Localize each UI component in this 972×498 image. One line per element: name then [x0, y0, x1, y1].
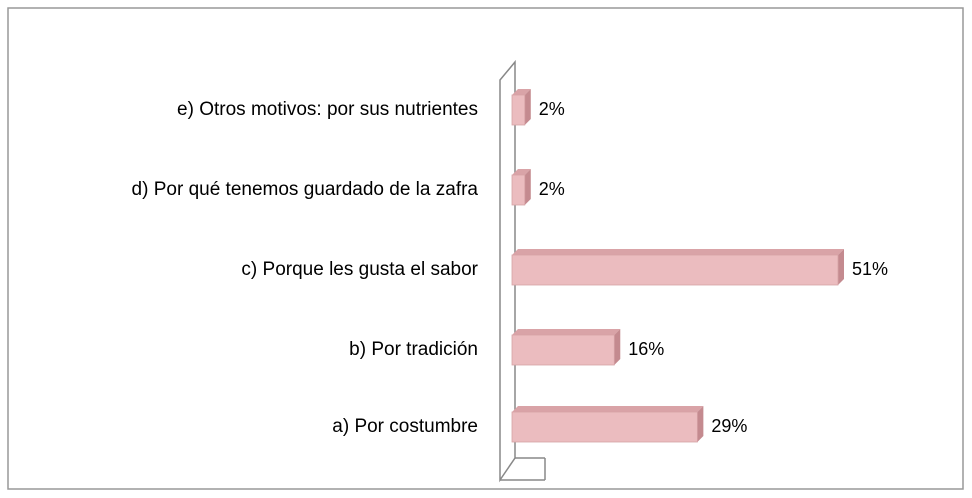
bar-top	[512, 329, 621, 335]
bar-front	[511, 411, 698, 443]
data-label: 2%	[539, 99, 565, 119]
bar	[511, 329, 621, 366]
data-label: 2%	[539, 179, 565, 199]
bar-front	[511, 254, 839, 286]
bar	[511, 169, 531, 206]
bar	[511, 249, 844, 286]
bar-front	[511, 94, 526, 126]
bar-front	[511, 174, 526, 206]
category-label: a) Por costumbre	[332, 416, 478, 437]
bar-side	[524, 169, 531, 205]
bar-top	[512, 89, 531, 95]
category-label: c) Porque les gusta el sabor	[241, 259, 478, 280]
bar-side	[697, 406, 704, 442]
bar-side	[614, 329, 621, 365]
category-label: d) Por qué tenemos guardado de la zafra	[131, 179, 478, 200]
data-label: 16%	[628, 339, 664, 359]
category-label: e) Otros motivos: por sus nutrientes	[177, 99, 478, 120]
bar-side	[524, 89, 531, 125]
data-label: 51%	[852, 259, 888, 279]
bar-front	[511, 334, 615, 366]
bar	[511, 406, 704, 443]
bar-side	[838, 249, 844, 285]
bar-top	[512, 169, 531, 175]
data-label: 29%	[711, 416, 747, 436]
bar	[511, 89, 531, 126]
frame	[7, 7, 964, 490]
category-label: b) Por tradición	[349, 339, 478, 360]
bar-top	[512, 406, 704, 412]
bar-top	[512, 249, 844, 255]
